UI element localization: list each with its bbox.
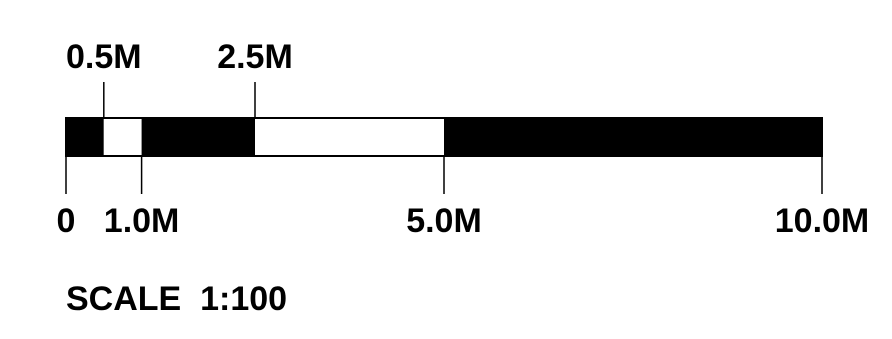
scale-bar-ticks: [65, 82, 823, 194]
scale-bar-labels: 0 1.0M 5.0M 10.0M 0.5M 2.5M: [57, 38, 870, 240]
bottom-label-0: 0: [57, 202, 76, 240]
top-label-0: 0.5M: [66, 38, 142, 76]
scale-caption: SCALE 1:100: [66, 280, 287, 318]
top-label-1: 2.5M: [217, 38, 293, 76]
scale-bar-segments: [66, 118, 822, 156]
scale-segment-4: [444, 118, 822, 156]
bottom-label-3: 10.0M: [775, 202, 870, 240]
scale-segment-2: [141, 118, 255, 156]
scale-segment-0: [66, 118, 104, 156]
bottom-label-1: 1.0M: [104, 202, 180, 240]
bottom-label-2: 5.0M: [406, 202, 482, 240]
scale-segment-1: [103, 118, 142, 156]
scale-segment-3: [255, 118, 444, 156]
